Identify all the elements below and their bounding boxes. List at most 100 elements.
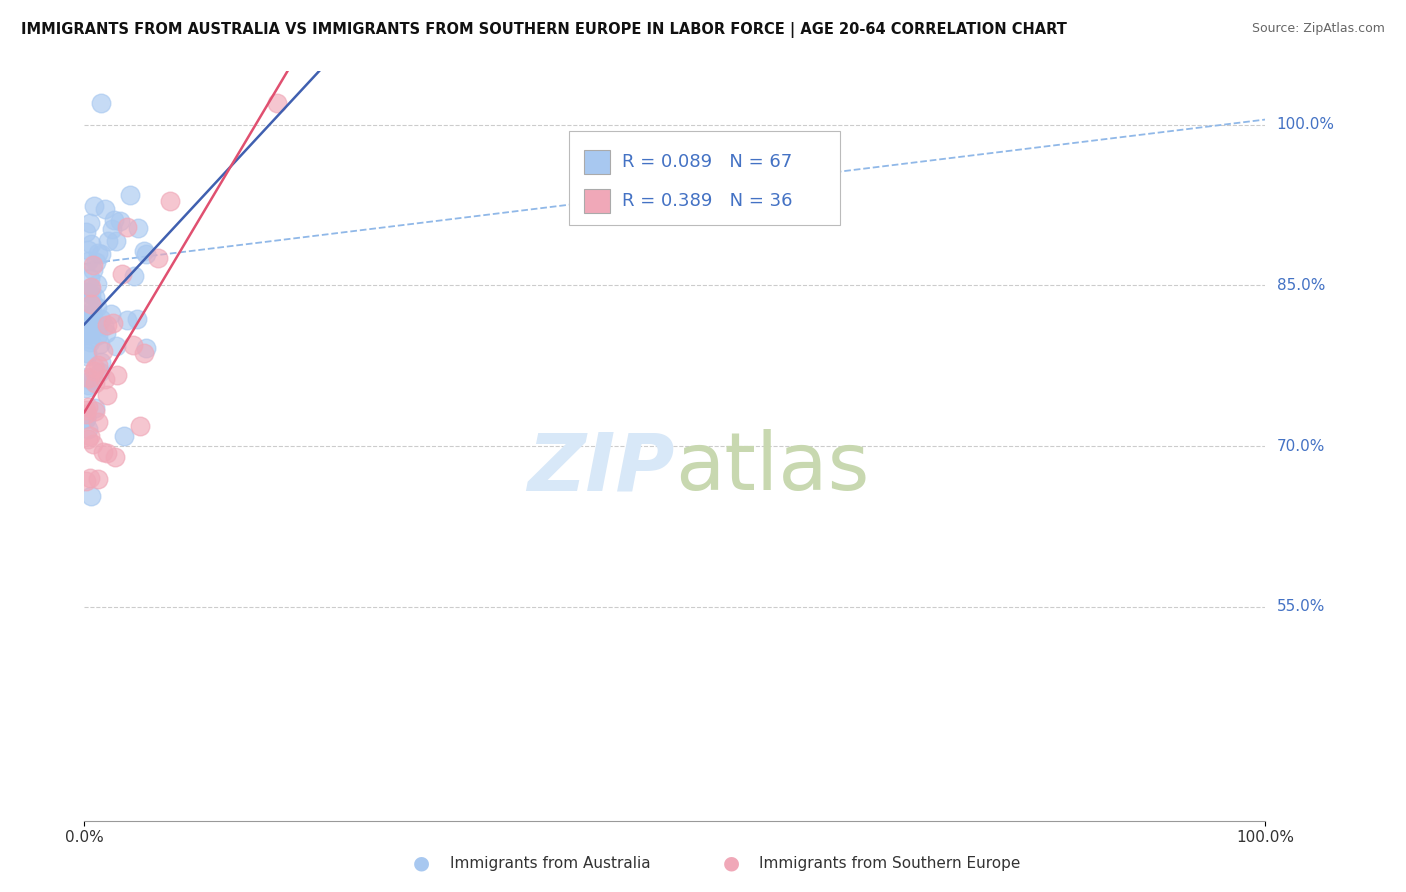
Point xyxy=(76,401,98,415)
Text: 55.0%: 55.0% xyxy=(1277,599,1324,614)
Point xyxy=(76,320,98,334)
Point xyxy=(83,290,105,304)
Point xyxy=(75,474,97,488)
Text: Immigrants from Southern Europe: Immigrants from Southern Europe xyxy=(759,856,1021,871)
Point xyxy=(79,332,101,346)
Point xyxy=(90,96,112,111)
Point xyxy=(82,263,104,277)
Point xyxy=(127,220,149,235)
Point xyxy=(77,285,100,299)
Point xyxy=(84,401,107,415)
Point xyxy=(94,202,117,217)
Point xyxy=(86,255,108,269)
Point xyxy=(75,382,97,396)
Point xyxy=(77,422,100,436)
Point xyxy=(82,303,104,318)
Point xyxy=(79,471,101,485)
Point xyxy=(118,188,141,202)
Point xyxy=(129,418,152,433)
Text: IMMIGRANTS FROM AUSTRALIA VS IMMIGRANTS FROM SOUTHERN EUROPE IN LABOR FORCE | AG: IMMIGRANTS FROM AUSTRALIA VS IMMIGRANTS … xyxy=(21,22,1067,38)
Point xyxy=(75,407,97,421)
Point xyxy=(86,277,108,292)
Text: 70.0%: 70.0% xyxy=(1277,439,1324,453)
Point xyxy=(96,318,118,333)
Point xyxy=(266,96,288,111)
Point xyxy=(83,199,105,213)
Point xyxy=(80,297,103,311)
Point xyxy=(89,366,111,380)
Point xyxy=(90,312,112,326)
Point xyxy=(87,359,110,373)
Point xyxy=(146,252,169,266)
Text: R = 0.389   N = 36: R = 0.389 N = 36 xyxy=(621,192,792,210)
Point xyxy=(80,489,103,503)
Point xyxy=(96,388,118,402)
Text: 100.0%: 100.0% xyxy=(1277,118,1334,132)
Point xyxy=(79,271,101,285)
Point xyxy=(135,247,157,261)
Point xyxy=(91,444,114,458)
Text: ●: ● xyxy=(413,854,430,873)
Point xyxy=(135,341,157,355)
Point xyxy=(82,296,104,310)
Point xyxy=(76,254,98,268)
Point xyxy=(75,285,97,299)
Text: 85.0%: 85.0% xyxy=(1277,278,1324,293)
Point xyxy=(77,326,100,340)
Point xyxy=(94,372,117,386)
Point xyxy=(115,219,138,234)
Point xyxy=(115,313,138,327)
Point xyxy=(77,378,100,392)
Point xyxy=(112,429,135,443)
Point xyxy=(76,327,98,342)
Point xyxy=(90,247,112,261)
Bar xyxy=(583,188,610,212)
Point xyxy=(86,472,108,486)
Point xyxy=(84,404,107,418)
Text: Immigrants from Australia: Immigrants from Australia xyxy=(450,856,651,871)
Point xyxy=(100,222,122,236)
Text: Source: ZipAtlas.com: Source: ZipAtlas.com xyxy=(1251,22,1385,36)
Point xyxy=(83,361,105,376)
Point xyxy=(79,281,101,295)
Point xyxy=(104,338,127,352)
Point xyxy=(96,326,118,340)
Point xyxy=(76,370,98,384)
Point xyxy=(80,236,103,251)
Point xyxy=(82,436,104,450)
Point xyxy=(101,316,124,330)
Point xyxy=(75,308,97,322)
Point xyxy=(89,337,111,351)
Point xyxy=(87,318,110,333)
Point xyxy=(75,325,97,339)
Point xyxy=(97,234,120,248)
Point xyxy=(76,350,98,364)
Bar xyxy=(583,150,610,174)
Point xyxy=(96,446,118,460)
Point xyxy=(125,312,148,326)
Point xyxy=(90,354,112,368)
Point xyxy=(86,245,108,260)
Point xyxy=(75,321,97,335)
Point xyxy=(132,244,155,259)
Point xyxy=(75,412,97,426)
Point xyxy=(75,410,97,425)
Point xyxy=(77,371,100,385)
Point xyxy=(105,368,128,382)
Point xyxy=(80,373,103,387)
Point xyxy=(100,307,122,321)
Text: ZIP: ZIP xyxy=(527,429,675,508)
Point xyxy=(80,279,103,293)
Point xyxy=(104,450,127,464)
Point xyxy=(77,311,100,326)
FancyBboxPatch shape xyxy=(568,131,841,225)
Point xyxy=(91,344,114,359)
Point xyxy=(159,194,181,208)
Point xyxy=(83,364,105,378)
Point xyxy=(105,235,128,249)
Point xyxy=(80,286,103,301)
Point xyxy=(79,429,101,443)
Point xyxy=(75,225,97,239)
Point xyxy=(76,433,98,447)
Point xyxy=(75,403,97,417)
